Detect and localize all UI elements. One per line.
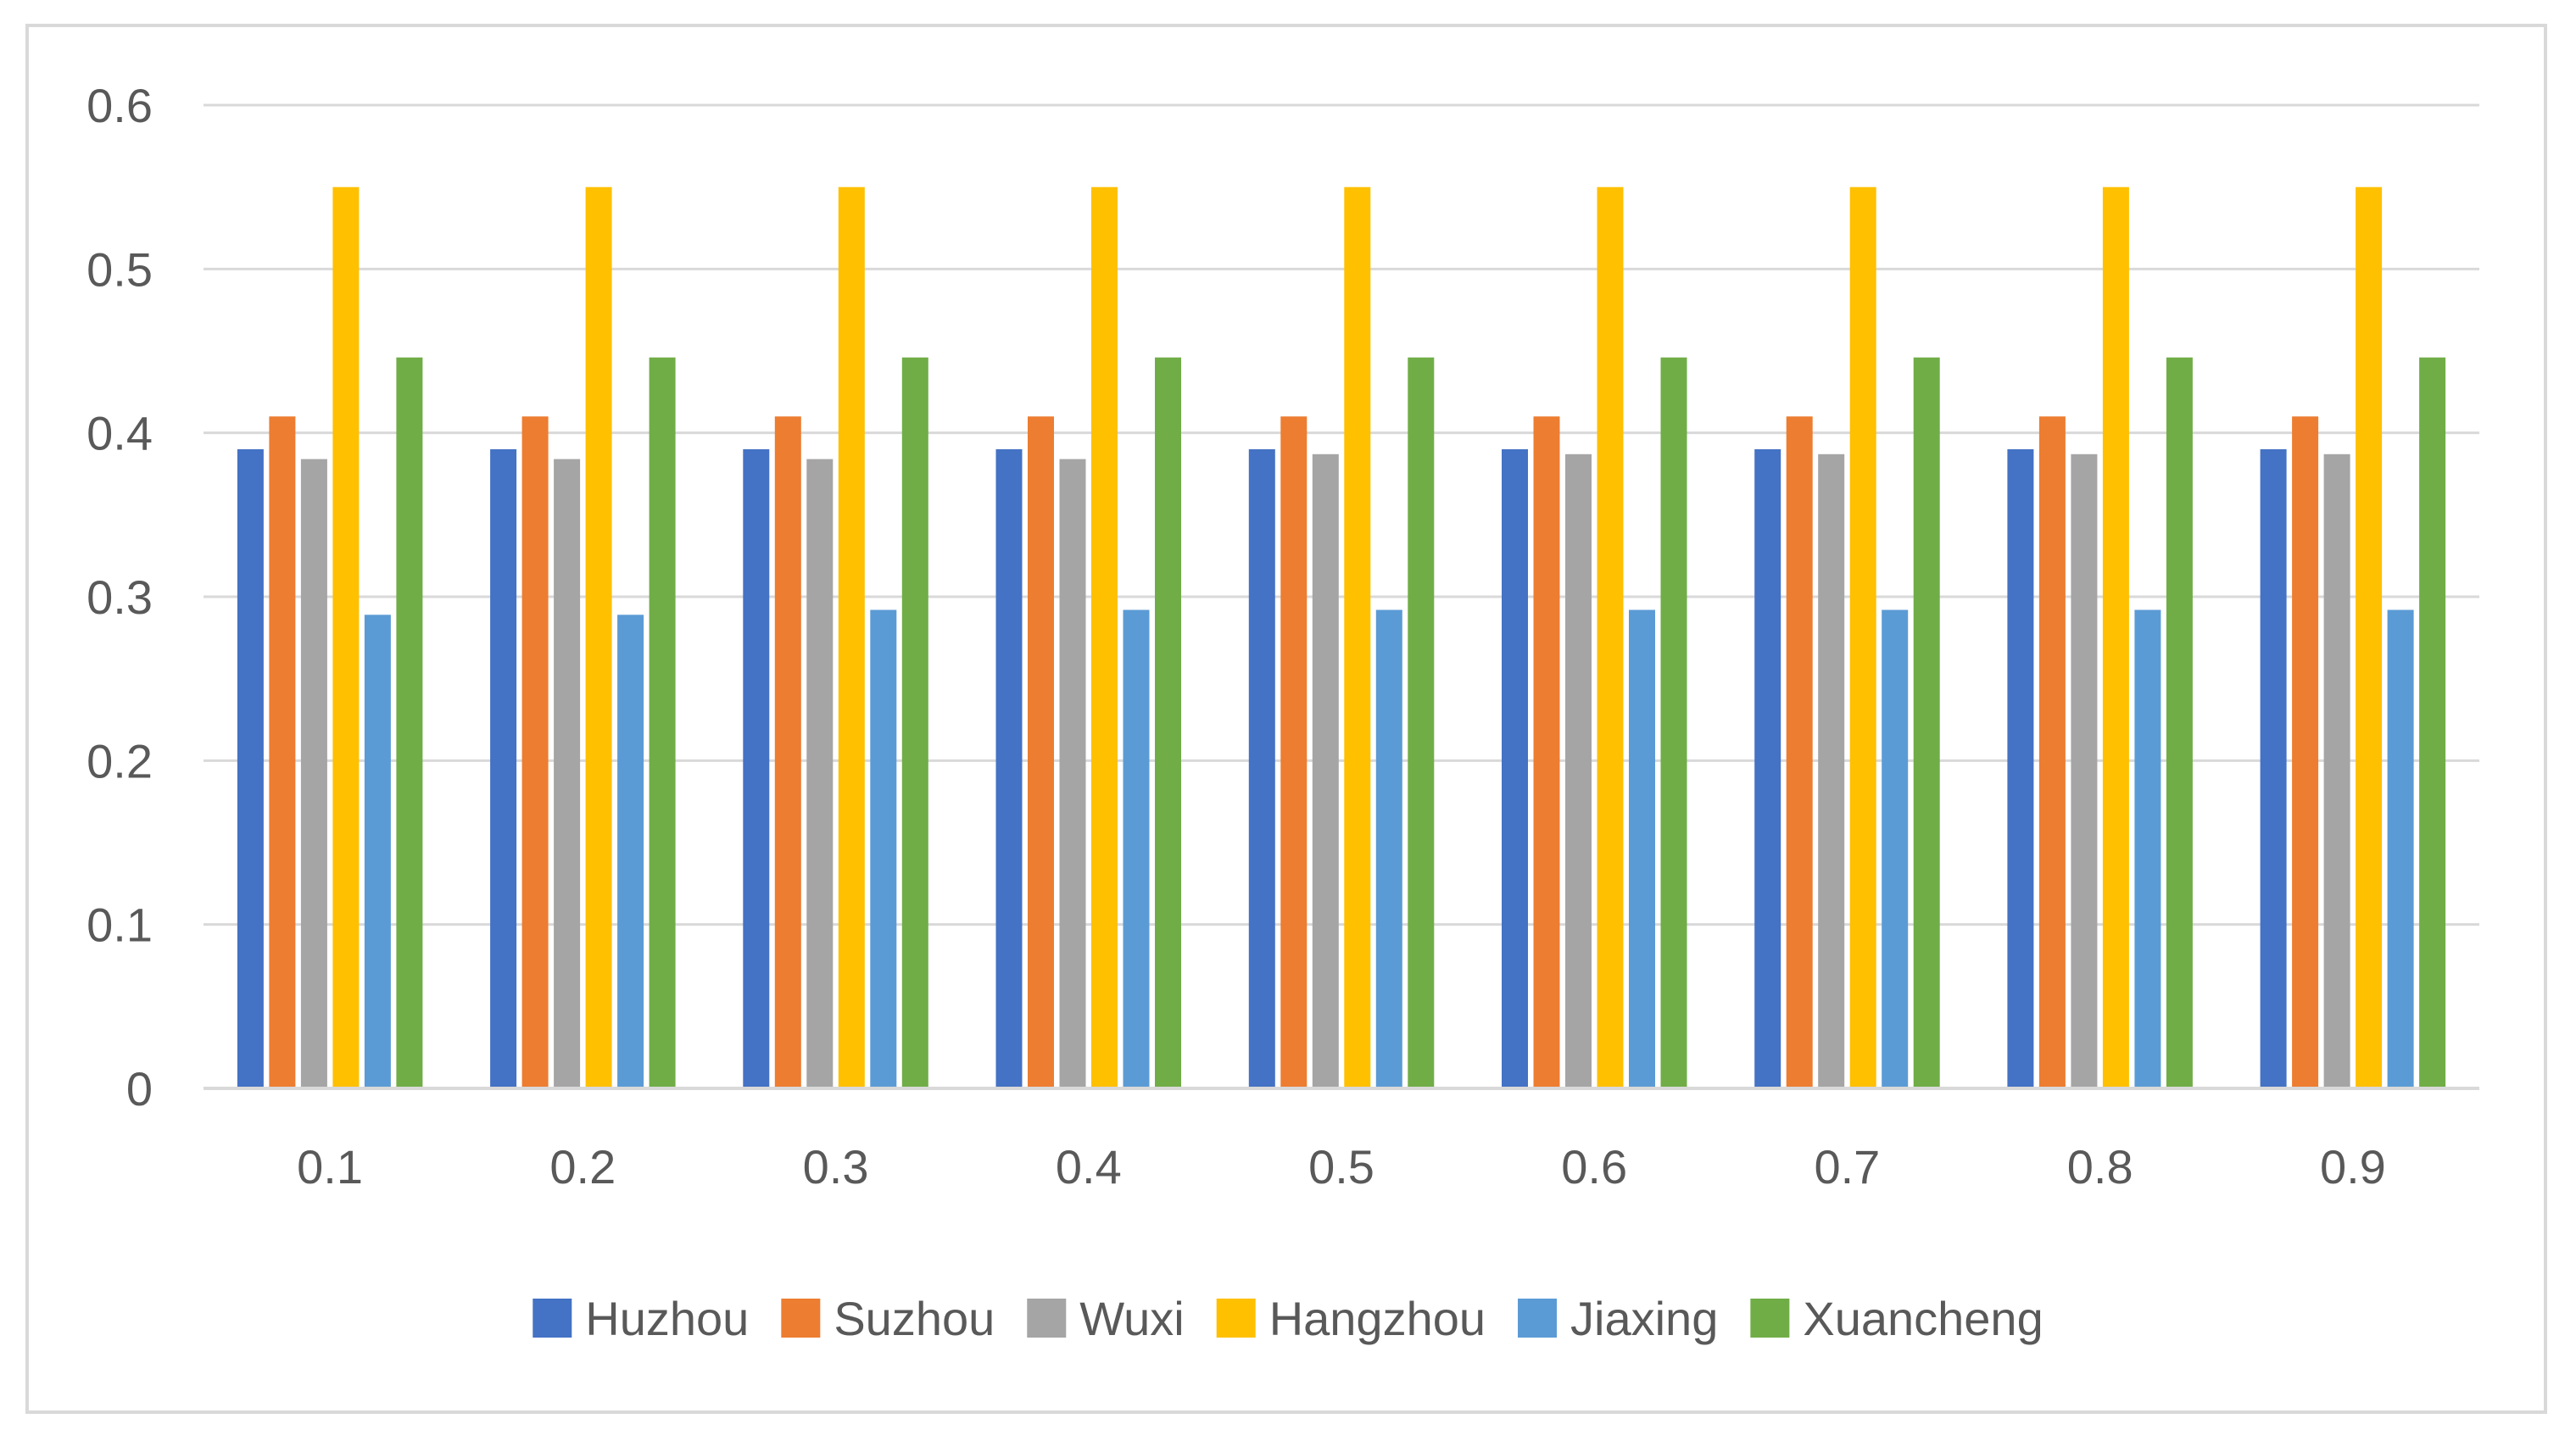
bar-hangzhou-0.9 bbox=[2356, 186, 2383, 1089]
bar-suzhou-0.6 bbox=[1533, 416, 1560, 1088]
x-tick-label: 0.5 bbox=[1308, 1140, 1374, 1193]
bar-suzhou-0.1 bbox=[269, 416, 296, 1088]
bar-huzhou-0.4 bbox=[995, 449, 1023, 1088]
bar-xuancheng-0.8 bbox=[2166, 357, 2193, 1088]
bar-jiaxing-0.3 bbox=[870, 609, 897, 1088]
bar-xuancheng-0.3 bbox=[901, 357, 928, 1088]
bar-huzhou-0.6 bbox=[1502, 449, 1528, 1088]
bar-jiaxing-0.1 bbox=[364, 615, 391, 1088]
bar-jiaxing-0.6 bbox=[1629, 609, 1655, 1088]
bar-jiaxing-0.5 bbox=[1375, 609, 1402, 1088]
bar-jiaxing-0.4 bbox=[1123, 609, 1150, 1088]
bar-xuancheng-0.9 bbox=[2419, 357, 2446, 1088]
legend-swatch-wuxi bbox=[1027, 1299, 1067, 1338]
x-tick-label: 0.3 bbox=[803, 1140, 869, 1193]
bar-huzhou-0.8 bbox=[2007, 449, 2034, 1088]
legend-swatch-xuancheng bbox=[1750, 1299, 1790, 1338]
x-tick-label: 0.4 bbox=[1056, 1140, 1122, 1193]
bar-jiaxing-0.9 bbox=[2387, 609, 2414, 1088]
x-tick-label: 0.6 bbox=[1561, 1140, 1627, 1193]
bar-hangzhou-0.2 bbox=[585, 186, 612, 1089]
bar-suzhou-0.7 bbox=[1786, 416, 1813, 1088]
bar-huzhou-0.2 bbox=[490, 449, 517, 1088]
bar-suzhou-0.5 bbox=[1280, 416, 1308, 1088]
x-tick-label: 0.2 bbox=[549, 1140, 616, 1193]
bar-wuxi-0.6 bbox=[1565, 453, 1592, 1088]
bar-suzhou-0.2 bbox=[521, 416, 549, 1088]
bar-huzhou-0.5 bbox=[1248, 449, 1275, 1088]
x-tick-label: 0.8 bbox=[2067, 1140, 2133, 1193]
bar-huzhou-0.9 bbox=[2260, 449, 2287, 1088]
bar-xuancheng-0.1 bbox=[396, 357, 423, 1088]
bar-huzhou-0.7 bbox=[1754, 449, 1781, 1088]
bar-xuancheng-0.2 bbox=[649, 357, 676, 1088]
bar-jiaxing-0.7 bbox=[1882, 609, 1909, 1088]
legend-swatch-suzhou bbox=[781, 1299, 821, 1338]
y-tick-label: 0.1 bbox=[86, 899, 153, 952]
bar-suzhou-0.9 bbox=[2292, 416, 2319, 1088]
y-tick-label: 0 bbox=[126, 1062, 153, 1116]
bar-hangzhou-0.7 bbox=[1849, 186, 1876, 1089]
legend-label-suzhou: Suzhou bbox=[834, 1292, 995, 1345]
x-axis-tick-labels: 0.1 0.2 0.3 0.4 0.5 0.6 0.7 0.8 0.9 bbox=[297, 1140, 2386, 1193]
bar-xuancheng-0.6 bbox=[1660, 357, 1687, 1088]
legend-label-wuxi: Wuxi bbox=[1079, 1292, 1184, 1345]
legend-label-jiaxing: Jiaxing bbox=[1570, 1292, 1718, 1345]
bar-jiaxing-0.2 bbox=[617, 615, 644, 1088]
bars bbox=[237, 186, 2446, 1089]
legend-label-xuancheng: Xuancheng bbox=[1803, 1292, 2043, 1345]
gridlines bbox=[204, 103, 2479, 926]
bar-jiaxing-0.8 bbox=[2134, 609, 2161, 1088]
bar-huzhou-0.1 bbox=[237, 449, 264, 1088]
y-axis-tick-labels: 0 0.1 0.2 0.3 0.4 0.5 0.6 bbox=[86, 79, 153, 1116]
bar-xuancheng-0.4 bbox=[1155, 357, 1181, 1088]
bar-wuxi-0.8 bbox=[2071, 453, 2098, 1088]
bar-xuancheng-0.7 bbox=[1913, 357, 1940, 1088]
bar-wuxi-0.4 bbox=[1059, 459, 1086, 1088]
legend-swatch-huzhou bbox=[532, 1299, 572, 1338]
bar-hangzhou-0.5 bbox=[1344, 186, 1371, 1089]
y-tick-label: 0.2 bbox=[86, 734, 153, 787]
y-tick-label: 0.3 bbox=[86, 570, 153, 624]
bar-wuxi-0.1 bbox=[300, 459, 327, 1088]
bar-wuxi-0.3 bbox=[806, 459, 834, 1088]
x-tick-label: 0.9 bbox=[2320, 1140, 2386, 1193]
bar-hangzhou-0.1 bbox=[332, 186, 360, 1089]
y-tick-label: 0.4 bbox=[86, 407, 153, 460]
legend-label-hangzhou: Hangzhou bbox=[1269, 1292, 1486, 1345]
bar-wuxi-0.7 bbox=[1818, 453, 1845, 1088]
x-tick-label: 0.7 bbox=[1814, 1140, 1880, 1193]
bar-wuxi-0.9 bbox=[2323, 453, 2350, 1088]
legend-label-huzhou: Huzhou bbox=[585, 1292, 749, 1345]
bar-hangzhou-0.8 bbox=[2102, 186, 2129, 1089]
legend-swatch-hangzhou bbox=[1216, 1299, 1256, 1338]
y-tick-label: 0.6 bbox=[86, 79, 153, 132]
bar-hangzhou-0.3 bbox=[838, 186, 865, 1089]
bar-hangzhou-0.6 bbox=[1597, 186, 1624, 1089]
bar-suzhou-0.4 bbox=[1028, 416, 1054, 1088]
bar-suzhou-0.8 bbox=[2038, 416, 2066, 1088]
legend-swatch-jiaxing bbox=[1518, 1299, 1558, 1338]
bar-wuxi-0.5 bbox=[1312, 453, 1339, 1088]
legend: Huzhou Suzhou Wuxi Hangzhou Jiaxing Xuancheng bbox=[532, 1292, 2044, 1345]
y-tick-label: 0.5 bbox=[86, 242, 153, 296]
bar-xuancheng-0.5 bbox=[1408, 357, 1435, 1088]
bar-huzhou-0.3 bbox=[743, 449, 770, 1088]
bar-hangzhou-0.4 bbox=[1091, 186, 1118, 1089]
bar-wuxi-0.2 bbox=[554, 459, 581, 1088]
x-tick-label: 0.1 bbox=[297, 1140, 363, 1193]
bar-suzhou-0.3 bbox=[774, 416, 801, 1088]
